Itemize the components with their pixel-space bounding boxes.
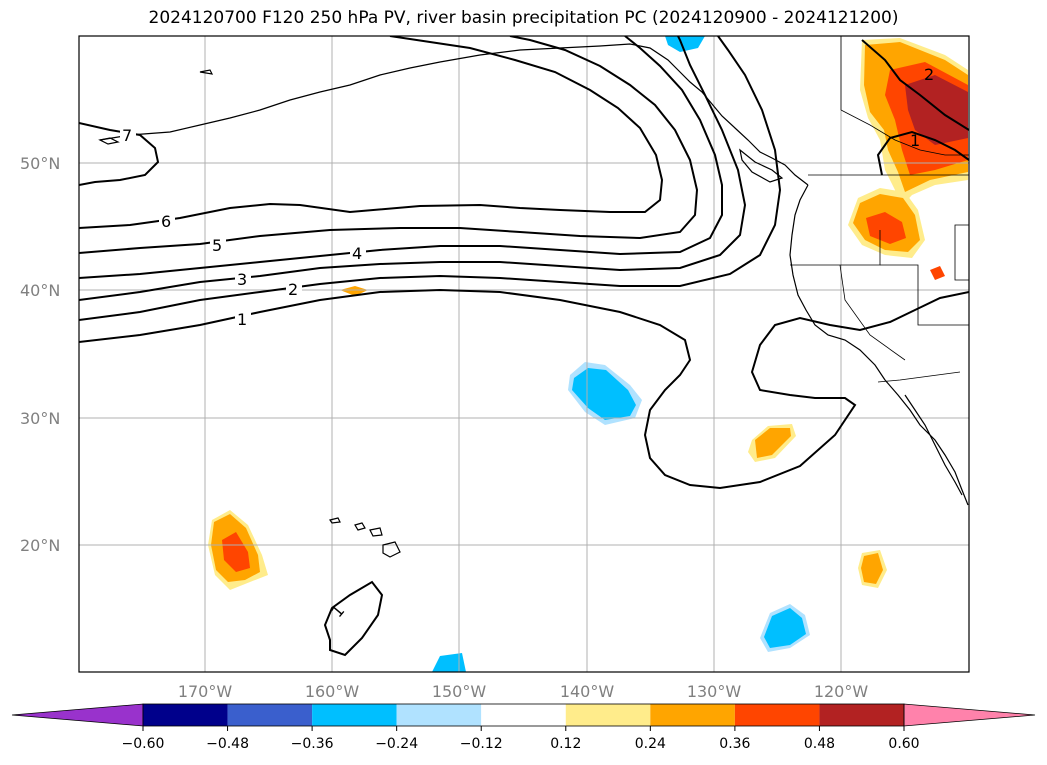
colorbar-extend-high [903,703,1036,727]
precip-blob-negative-bottom [432,653,466,672]
pv-label-2: 2 [288,280,298,299]
lat-label-20n: 20°N [20,536,60,555]
pv-contour-4 [79,36,723,279]
colorbar-tick-label: 0.36 [719,736,750,752]
lat-label-50n: 50°N [20,154,60,173]
lat-label-30n: 30°N [20,409,60,428]
pv-label-1-northeast: 1 [910,131,920,150]
pv-contours [79,36,969,657]
colorbar-cell [312,704,397,726]
lon-label-120w: 120°W [814,682,869,701]
pv-label-4: 4 [352,244,362,263]
graticule [79,36,969,672]
longitude-labels: 170°W 160°W 150°W 140°W 130°W 120°W [178,682,869,701]
pv-contour-3 [79,36,747,301]
colorbar-cell [565,704,651,726]
lon-label-150w: 150°W [432,682,487,701]
lat-label-40n: 40°N [20,281,60,300]
colorbar-tick-label: −0.36 [291,736,334,752]
lon-label-170w: 170°W [178,682,233,701]
pv-label-3: 3 [237,270,247,289]
colorbar-cell [227,704,313,726]
map-frame [78,35,970,673]
lon-label-130w: 130°W [687,682,742,701]
colorbar-cell [481,704,566,726]
colorbar-cell [143,704,228,726]
pv-label-6: 6 [161,212,171,231]
colorbar-cell [734,704,820,726]
colorbar-tick-label: −0.48 [206,736,249,752]
political-borders [790,36,969,383]
lon-label-160w: 160°W [305,682,360,701]
colorbar-tick-label: −0.60 [122,736,165,752]
pv-label-2-northeast: 2 [924,65,934,84]
precip-blob-negative-north [665,36,705,52]
colorbar-tick-label: 0.60 [888,736,919,752]
colorbar-cell [819,704,904,726]
map-title: 2024120700 F120 250 hPa PV, river basin … [148,8,899,28]
pv-label-1: 1 [237,310,247,329]
colorbar-tick-label: 0.48 [804,736,835,752]
pv-contour-6 [79,36,664,229]
coastlines [98,43,969,558]
pv-contour-5 [79,36,699,254]
colorbar-cell [396,704,482,726]
colorbar-tick-label: −0.12 [460,736,503,752]
pv-label-5: 5 [212,236,222,255]
colorbar: −0.60 −0.48 −0.36 −0.24 −0.12 0.12 0.24 0.36 0.4… [11,703,1036,752]
precip-blob-midpacific [340,286,368,296]
pv-contour-1 [79,288,969,490]
map-plot-area [79,36,969,672]
pv-label-7: 7 [122,126,132,145]
colorbar-extend-low [11,703,144,727]
colorbar-frame [142,703,905,727]
colorbar-tick-label: 0.12 [550,736,581,752]
pv-contour-2 [79,36,782,321]
colorbar-tick-label: 0.24 [635,736,666,752]
pv-contour-1-south [323,580,384,657]
latitude-labels: 50°N 40°N 30°N 20°N [20,154,60,555]
colorbar-cell [650,704,735,726]
colorbar-tick-label: −0.24 [375,736,418,752]
lon-label-140w: 140°W [560,682,615,701]
